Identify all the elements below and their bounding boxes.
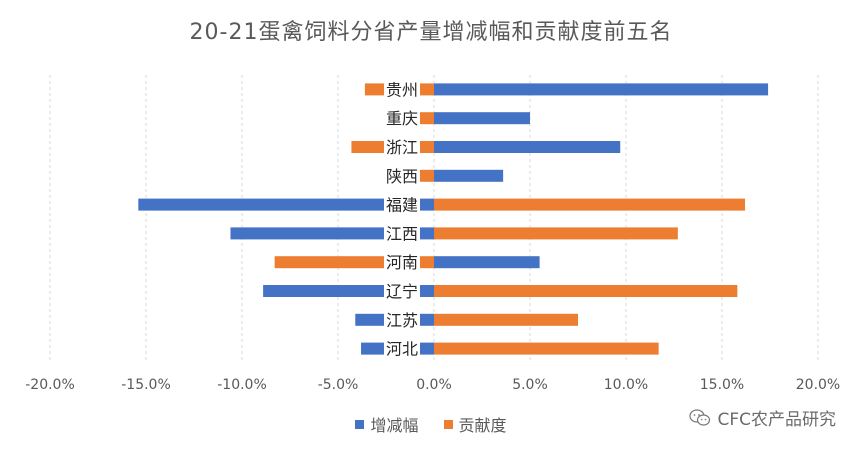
bar-contribution bbox=[434, 285, 738, 297]
bar-growth bbox=[434, 83, 769, 96]
category-label: 辽宁 bbox=[386, 282, 418, 301]
x-tick-label: -15.0% bbox=[121, 377, 171, 393]
category-label-background bbox=[384, 309, 420, 330]
category-label-background bbox=[384, 79, 420, 100]
bar-contribution bbox=[434, 313, 578, 326]
grid-lines bbox=[49, 75, 819, 363]
category-label-background bbox=[384, 108, 420, 129]
category-label-background bbox=[384, 281, 420, 301]
category-label-background bbox=[384, 194, 420, 215]
bar-contribution bbox=[434, 342, 659, 355]
bar-growth bbox=[434, 112, 530, 125]
legend-label: 增减幅 bbox=[370, 416, 419, 435]
category-label: 河南 bbox=[386, 253, 418, 272]
category-label: 浙江 bbox=[386, 138, 418, 157]
legend-label: 贡献度 bbox=[458, 416, 507, 435]
legend-item-series-0: 增减幅 bbox=[355, 412, 418, 436]
category-label: 陕西 bbox=[386, 167, 418, 186]
bar-contribution bbox=[418, 169, 434, 182]
category-label: 重庆 bbox=[386, 109, 418, 128]
x-tick-label: -10.0% bbox=[217, 377, 267, 393]
watermark: CFC农产品研究 bbox=[689, 405, 836, 430]
bar-contribution bbox=[418, 112, 434, 125]
category-label-background bbox=[384, 137, 420, 157]
category-label-background bbox=[384, 252, 420, 273]
wechat-icon bbox=[689, 408, 711, 426]
bar-growth bbox=[434, 141, 621, 153]
category-label-background bbox=[384, 338, 420, 359]
x-tick-label: 5.0% bbox=[512, 377, 548, 393]
bar-growth bbox=[434, 169, 504, 182]
x-tick-label: 10.0% bbox=[604, 377, 648, 393]
bar-growth bbox=[138, 198, 434, 211]
x-tick-label: -5.0% bbox=[318, 377, 359, 393]
category-label: 贵州 bbox=[386, 80, 418, 99]
legend-item-series-1: 贡献度 bbox=[443, 412, 507, 436]
bar-contribution bbox=[434, 227, 678, 240]
bar-contribution bbox=[434, 198, 746, 211]
x-tick-label: 0.0% bbox=[416, 377, 452, 393]
chart-title: 20-21蛋禽饲料分省产量增减幅和贡献度前五名 bbox=[189, 20, 673, 45]
category-label: 江苏 bbox=[386, 311, 418, 330]
x-tick-labels: -20.0% -15.0% -10.0% -5.0% 0.0% 5.0% 10.0% 15.0… bbox=[25, 377, 840, 393]
x-tick-label: 15.0% bbox=[700, 377, 744, 393]
x-tick-label: 20.0% bbox=[796, 377, 840, 393]
watermark-text: CFC农产品研究 bbox=[717, 410, 836, 430]
x-tick-label: -20.0% bbox=[25, 377, 75, 393]
bars bbox=[138, 83, 769, 355]
legend-swatch bbox=[443, 419, 453, 429]
bar-growth bbox=[434, 256, 540, 269]
category-label: 河北 bbox=[386, 340, 418, 359]
category-label-background bbox=[384, 165, 420, 186]
category-label: 江西 bbox=[386, 224, 418, 243]
category-label: 福建 bbox=[386, 196, 418, 215]
legend-swatch bbox=[355, 419, 365, 429]
category-label-background bbox=[384, 223, 420, 244]
bar-growth bbox=[230, 227, 434, 240]
legend: 增减幅 贡献度 bbox=[0, 412, 862, 436]
